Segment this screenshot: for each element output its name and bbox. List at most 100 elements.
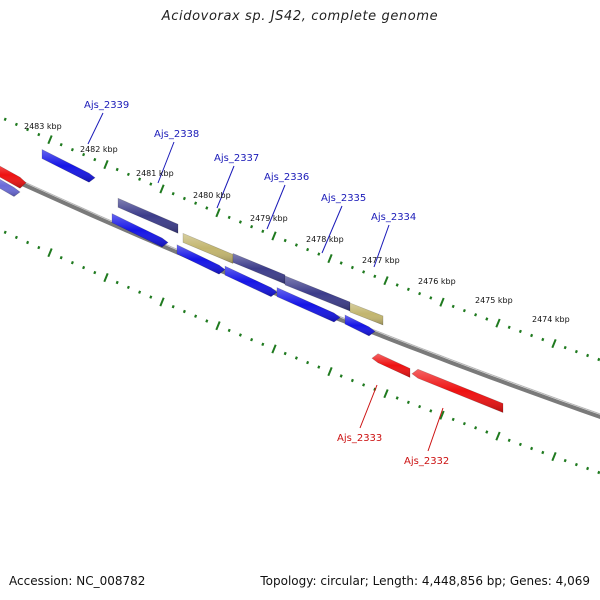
tick-minor (138, 177, 142, 181)
tick-minor (261, 229, 265, 233)
genome-summary-text: Topology: circular; Length: 4,448,856 bp… (260, 574, 590, 588)
leader-line (157, 141, 175, 184)
tick-major (103, 273, 109, 283)
tick-minor (3, 230, 7, 234)
tick-major (159, 184, 165, 194)
gene-arrow-shade (0, 179, 20, 197)
tick-minor (586, 466, 590, 471)
scale-tick-label: 2483 kbp (24, 122, 62, 131)
tick-minor (126, 285, 130, 290)
tick-minor (597, 470, 600, 475)
gene-arrow (411, 368, 504, 413)
scale-tick-label: 2480 kbp (193, 191, 231, 200)
tick-minor (306, 360, 310, 365)
gene-label-forward: Ajs_2338 (154, 129, 199, 140)
tick-major (439, 297, 445, 307)
tick-minor (182, 309, 186, 314)
tick-minor (283, 238, 287, 243)
gene-arrow (176, 244, 226, 275)
text-labels: 2483 kbp 2482 kbp 2481 kbp 2480 kbp 2479 kbp… (24, 100, 570, 467)
tick-minor (26, 240, 30, 245)
tick-minor (485, 317, 489, 321)
tick-major (495, 431, 501, 441)
gene-arrow-shade (412, 369, 503, 413)
tick-minor (115, 167, 119, 172)
tick-minor (294, 356, 298, 360)
tick-minor (250, 338, 254, 342)
leader-line (266, 184, 286, 230)
tick-major (383, 276, 389, 286)
tick-minor (37, 245, 41, 250)
tick-minor (194, 201, 198, 205)
tick-minor (462, 421, 466, 426)
scale-tick-label: 2477 kbp (362, 256, 400, 265)
tick-minor (14, 122, 18, 127)
scale-tick-label: 2474 kbp (532, 315, 570, 324)
tick-minor (451, 304, 455, 309)
tick-minor (70, 148, 74, 152)
leader-line (373, 224, 390, 268)
gene-label-forward: Ajs_2334 (371, 212, 416, 223)
tick-minor (306, 247, 310, 252)
tick-minor (563, 458, 567, 463)
tick-minor (149, 182, 153, 186)
gene-arrow (371, 353, 411, 378)
gene-arrow-shade (233, 253, 285, 284)
tick-minor (362, 383, 366, 387)
genome-title: Acidovorax sp. JS42, complete genome (161, 9, 439, 24)
tick-minor (115, 280, 119, 285)
tick-minor (395, 396, 399, 400)
tick-major (47, 135, 53, 145)
tick-minor (541, 450, 545, 455)
gene-arrow (111, 213, 169, 248)
tick-minor (26, 127, 30, 132)
tick-minor (93, 270, 97, 275)
tick-minor (507, 325, 511, 329)
tick-major (47, 248, 53, 258)
gene-arrow (41, 149, 96, 183)
tick-minor (138, 290, 142, 294)
tick-minor (395, 283, 399, 287)
tick-minor (530, 333, 534, 338)
label-leaders (87, 112, 444, 452)
tick-major (551, 452, 557, 462)
tick-minor (451, 417, 455, 422)
gene-label-forward: Ajs_2337 (214, 153, 259, 164)
tick-minor (3, 117, 7, 121)
gene-arrow-shade (350, 303, 383, 325)
tick-minor (586, 353, 590, 358)
tick-minor (429, 409, 433, 413)
backbone-line (0, 171, 600, 420)
tick-major (271, 344, 277, 354)
tick-minor (171, 192, 175, 196)
tick-minor (474, 426, 478, 430)
gene-arrow (182, 232, 234, 264)
tick-minor (362, 270, 366, 274)
gene-arrow (224, 265, 278, 297)
tick-minor (507, 438, 511, 442)
tick-minor (37, 132, 41, 137)
gene-arrow (349, 302, 384, 326)
scale-tick-label: 2482 kbp (80, 145, 118, 154)
tick-minor (14, 235, 18, 240)
tick-minor (574, 349, 578, 354)
tick-minor (339, 261, 343, 265)
gene-arrow-shade (225, 266, 277, 297)
tick-minor (227, 215, 231, 220)
gene-arrow-shade (277, 287, 340, 323)
tick-major (383, 389, 389, 399)
leader-line (427, 407, 444, 452)
tick-major (103, 160, 109, 170)
tick-minor (205, 206, 209, 210)
tick-minor (238, 220, 242, 224)
tick-minor (485, 430, 489, 434)
tick-minor (283, 351, 287, 356)
leader-line (216, 165, 235, 209)
gene-arrow (276, 287, 341, 323)
inner-tick-ring (3, 230, 600, 475)
scale-tick-label: 2481 kbp (136, 169, 174, 178)
tick-minor (418, 404, 422, 409)
tick-major (495, 318, 501, 328)
tick-rings (3, 117, 600, 475)
scale-tick-label: 2476 kbp (418, 277, 456, 286)
